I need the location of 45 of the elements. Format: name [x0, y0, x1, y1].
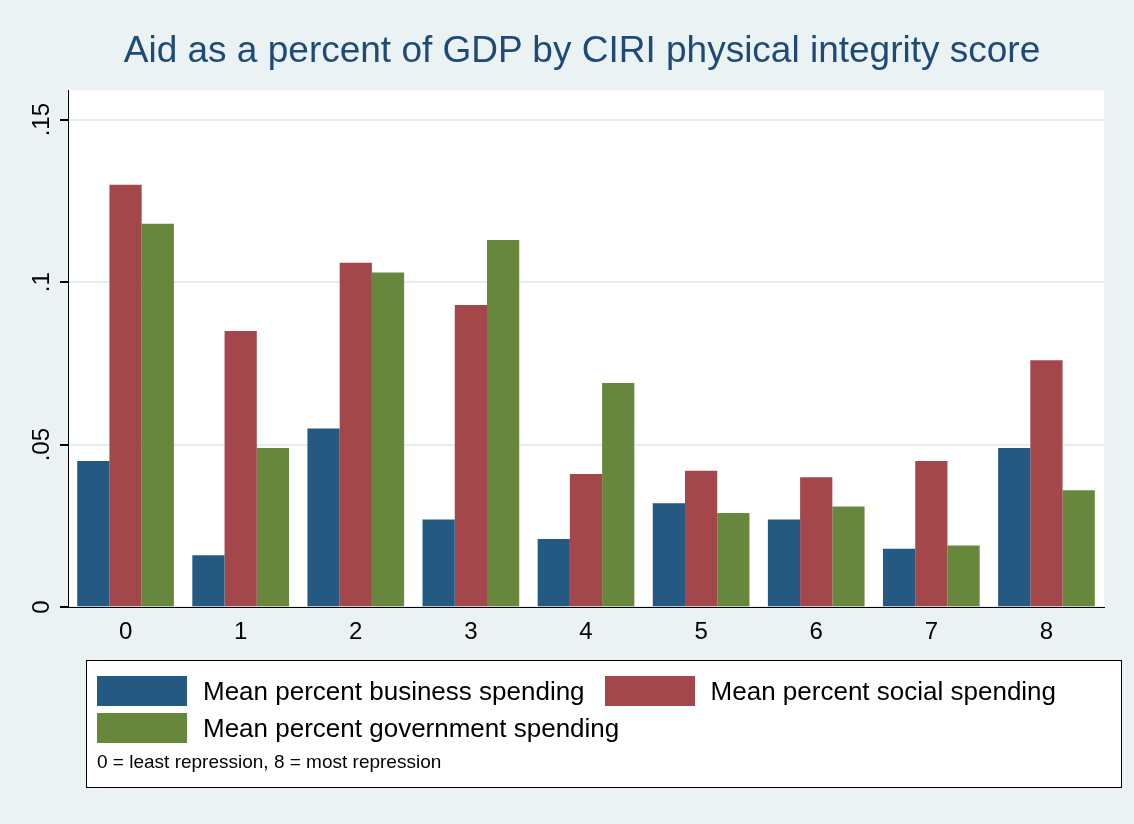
legend-label: Mean percent social spending: [709, 674, 1057, 708]
bar: [652, 503, 685, 607]
chart-title: Aid as a percent of GDP by CIRI physical integrity score: [123, 29, 1041, 71]
legend-label: Mean percent government spending: [202, 711, 620, 745]
y-tick-label: .05: [26, 428, 54, 462]
bar: [915, 460, 948, 607]
bar: [717, 512, 750, 607]
text: 0 = least repression, 8 = most repression: [97, 751, 443, 773]
bar: [109, 184, 142, 607]
legend-label: Mean percent business spending: [202, 674, 585, 708]
bar: [537, 538, 570, 607]
bar: [192, 555, 225, 607]
bar: [1030, 360, 1063, 607]
bar: [998, 447, 1031, 607]
bar: [800, 477, 833, 607]
x-tick-label: 3: [464, 617, 478, 645]
bar: [422, 519, 455, 607]
y-tick-label: .15: [26, 102, 54, 137]
bar: [371, 272, 405, 607]
y-tick-label: 0: [26, 600, 54, 614]
x-tick-label: 6: [809, 617, 823, 645]
bar: [339, 262, 372, 607]
x-tick-label: 4: [579, 617, 593, 645]
bar: [141, 223, 174, 607]
bar: [487, 239, 520, 607]
bar: [1062, 490, 1095, 607]
x-tick-label: 0: [118, 617, 133, 645]
bar: [569, 473, 603, 607]
bar: [882, 548, 916, 607]
bar: [832, 506, 865, 607]
y-tick-label: .1: [26, 272, 54, 293]
bar: [947, 545, 980, 607]
bar: [685, 470, 718, 607]
bar: [224, 330, 257, 607]
x-tick-label: 2: [349, 617, 363, 645]
x-tick-label: 5: [694, 617, 708, 645]
bar: [602, 382, 635, 607]
bar: [767, 519, 801, 607]
bar: [307, 428, 340, 607]
x-tick-label: 8: [1039, 617, 1054, 645]
x-tick-label: 7: [924, 617, 939, 645]
bar: [454, 304, 487, 607]
bar: [256, 447, 290, 607]
x-tick-label: 1: [233, 617, 248, 645]
bar: [77, 460, 110, 607]
